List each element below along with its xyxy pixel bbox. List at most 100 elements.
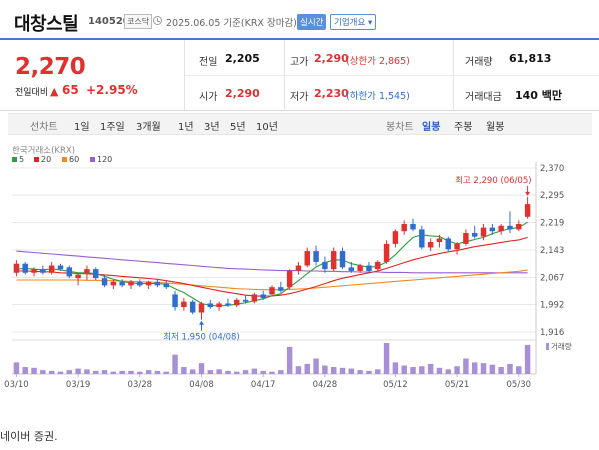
candle-body [225,303,231,306]
candle-body [471,233,478,237]
candle-body [366,265,372,271]
legend-label: 5 [19,155,24,164]
chart-canvas: 한국거래소(KRX) 5 20 60 120 2,370 2,295 2,219 2,143… [4,146,572,390]
candle-body [313,251,319,262]
x-axis: 03/10 03/19 03/28 04/08 04/17 04/28 05/12 05/21… [4,374,531,390]
volume-bar [286,346,293,374]
candle-body [251,294,258,302]
candles [13,196,531,320]
volume-bar [101,370,108,374]
period-5y-button[interactable]: 5년 [230,122,246,133]
period-1w-button[interactable]: 1주일 [100,122,125,133]
y-tick-label: 2,295 [540,191,564,201]
volume-bar [57,371,64,374]
candle-body [410,223,416,230]
info-high: 고가 2,290 (상한가 2,865) [284,42,453,75]
candle-body [269,287,275,295]
x-tick-label: 03/28 [128,380,153,390]
divider [185,75,599,76]
realtime-button[interactable]: 실시간 [297,14,327,30]
volume-bars [13,343,531,374]
volume-bar [278,370,284,374]
volume-bar [181,367,187,374]
candle-body [75,274,81,279]
volume-bar [234,371,240,374]
info-low: 저가 2,230 (하한가 1,545) [284,77,453,110]
volume-bar [463,358,469,374]
amount-label: 거래대금 [465,92,502,103]
low-label: 저가 [290,92,309,103]
weekly-button[interactable]: 주봉 [454,122,473,133]
candle-chart-button[interactable]: 봉차트 [386,122,414,133]
low-annotation: 최저 1,950 (04/08) [163,332,240,343]
period-1d-button[interactable]: 1일 [74,122,90,133]
chart-toolbar: 선차트 1일 1주일 3개월 1년 3년 5년 10년 봉차트 일봉 주봉 월봉 [8,113,592,135]
volume-bar [427,363,434,374]
low-arrow-head [198,320,204,325]
candle-body [392,231,399,244]
candle-body [524,204,531,217]
period-3y-button[interactable]: 3년 [204,122,220,133]
x-tick-label: 05/21 [445,380,470,390]
grid [12,162,537,375]
volume-label: 거래량 [465,57,493,68]
volume-bar [392,362,399,374]
volume-bar [480,363,487,374]
legend-label: 60 [69,155,79,164]
candle-body [172,294,178,308]
candle-body [498,225,504,232]
volume-bar [348,368,355,374]
candle-body [489,227,496,232]
volume-bar [31,367,37,374]
volume-bar [84,369,90,374]
stock-chart[interactable]: 한국거래소(KRX) 5 20 60 120 2,370 2,295 2,219 2,143… [0,140,599,400]
prev-close-label: 전일 [199,57,218,68]
volume-bar [198,363,205,374]
candle-body [198,303,205,313]
header-divider [0,38,599,40]
open-label: 시가 [199,92,218,103]
legend-label: 20 [41,155,51,164]
open-value: 2,290 [225,87,260,100]
change-percent: +2.95% [86,83,138,97]
candle-body [507,225,513,230]
candle-body [260,294,266,299]
clock-icon [153,16,162,25]
candle-body [339,251,346,268]
period-1y-button[interactable]: 1년 [178,122,194,133]
x-tick-label: 05/30 [507,380,532,390]
period-3m-button[interactable]: 3개월 [136,122,161,133]
candle-body [40,269,46,273]
candle-body [22,263,28,273]
company-overview-button[interactable]: 기업개요 ▾ [330,14,377,30]
candle-body [454,243,460,250]
candle-body [516,223,522,230]
prev-close-value: 2,205 [225,52,260,65]
candle-body [84,269,90,273]
volume-bar [366,370,372,374]
x-tick-label: 05/12 [383,380,408,390]
volume-bar [357,370,363,374]
candle-body [419,229,425,248]
line-chart-button[interactable]: 선차트 [30,122,58,133]
candle-body [66,267,73,277]
candle-body [57,265,64,270]
candle-body [101,278,108,286]
info-prev-close: 전일 2,205 [185,42,284,75]
y-tick-label: 2,067 [540,273,564,283]
volume-bar [330,367,337,374]
period-10y-button[interactable]: 10년 [256,122,278,133]
up-arrow-icon: ▲ [50,85,59,98]
monthly-button[interactable]: 월봉 [486,122,505,133]
candle-body [427,242,434,248]
volume-bar [269,371,275,374]
volume-bar [489,364,496,374]
lower-limit: (하한가 1,545) [346,91,410,102]
candle-body [207,303,214,308]
volume-bar [498,367,504,374]
daily-button[interactable]: 일봉 [422,122,441,133]
volume-bar [419,366,425,374]
candle-body [242,299,249,302]
stock-header: 대창스틸 140520 코스닥 2025.06.05 기준(KRX 장마감) 실… [0,0,599,38]
volume-bar [322,365,328,374]
